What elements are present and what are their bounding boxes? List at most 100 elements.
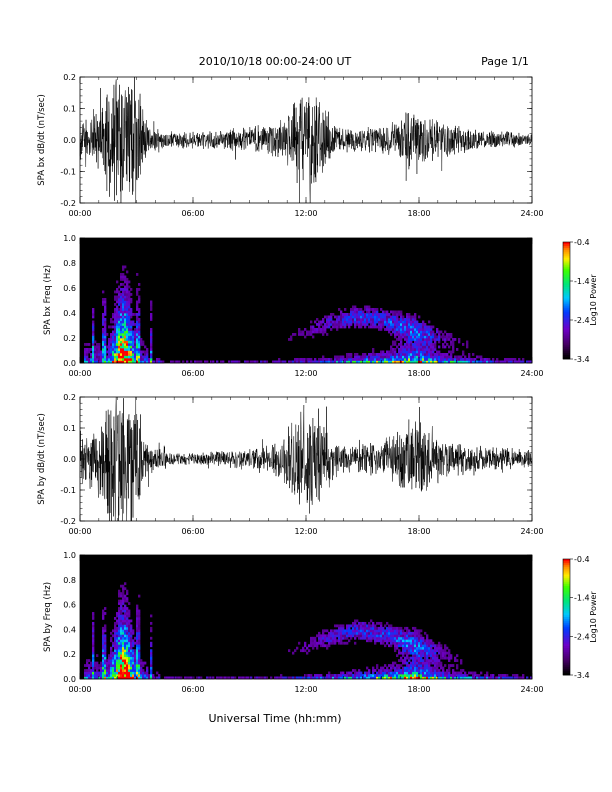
spectrogram-cell [120, 617, 123, 620]
spectrogram-cell [128, 285, 131, 289]
spectrogram-cell [122, 283, 125, 286]
spectrogram-cell [152, 360, 155, 364]
spectrogram-cell [422, 639, 425, 643]
spectrogram-cell [128, 641, 131, 645]
y-tick-label: 0.0 [63, 455, 76, 464]
spectrogram-cell [382, 676, 385, 680]
spectrogram-cell [364, 626, 367, 630]
spectrogram-cell [396, 644, 399, 648]
spectrogram-cell [400, 358, 403, 361]
spectrogram-cell [416, 661, 419, 665]
spectrogram-cell [410, 664, 413, 667]
spectrogram-cell [136, 619, 139, 623]
spectrogram-cell [356, 320, 359, 324]
spectrogram-cell [404, 669, 407, 672]
spectrogram-cell [138, 617, 141, 620]
spectrogram-cell [128, 338, 131, 341]
spectrogram-cell [418, 669, 421, 672]
spectrogram-cell [370, 624, 373, 628]
spectrogram-cell [362, 360, 365, 364]
spectrogram-cell [138, 310, 141, 314]
spectrogram-cell [396, 641, 399, 645]
spectrogram-cell [404, 348, 407, 351]
spectrogram-cell [328, 641, 331, 645]
spectrogram-cell [114, 298, 117, 301]
spectrogram-cell [430, 345, 433, 349]
spectrogram-cell [350, 355, 353, 359]
spectrogram-cell [126, 621, 129, 625]
spectrogram-cell [370, 636, 373, 640]
spectrogram-cell [336, 318, 339, 321]
spectrogram-cell [392, 343, 395, 346]
spectrogram-cell [412, 641, 415, 645]
spectrogram-cell [408, 671, 411, 675]
spectrogram-cell [98, 350, 101, 354]
spectrogram-cell [104, 313, 107, 316]
spectrogram-cell [136, 308, 139, 311]
spectrogram-cell [332, 639, 335, 643]
spectrogram-cell [112, 654, 115, 658]
spectrogram-cell [114, 636, 117, 640]
spectrogram-cell [126, 634, 129, 638]
spectrogram-cell [122, 609, 125, 613]
colorbar-segment [563, 306, 570, 309]
spectrogram-cell [496, 360, 499, 364]
spectrogram-cell [368, 355, 371, 359]
spectrogram-cell [426, 343, 429, 346]
spectrogram-cell [404, 661, 407, 665]
spectrogram-cell [320, 674, 323, 677]
spectrogram-cell [340, 634, 343, 638]
spectrogram-cell [462, 669, 465, 672]
spectrogram-cell [474, 674, 477, 677]
spectrogram-cell [122, 303, 125, 306]
spectrogram-cell [394, 315, 397, 319]
spectrogram-cell [118, 607, 121, 610]
by-colorbar-label: Log10 Power [589, 591, 598, 643]
spectrogram-cell [412, 318, 415, 321]
spectrogram-cell [442, 669, 445, 672]
spectrogram-cell [442, 654, 445, 658]
spectrogram-cell [190, 360, 193, 364]
spectrogram-cell [124, 335, 127, 339]
spectrogram-cell [242, 676, 245, 680]
spectrogram-cell [126, 353, 129, 356]
spectrogram-cell [132, 358, 135, 361]
spectrogram-cell [104, 318, 107, 321]
spectrogram-cell [428, 639, 431, 643]
spectrogram-cell [310, 639, 313, 643]
spectrogram-cell [130, 661, 133, 665]
spectrogram-cell [128, 315, 131, 319]
spectrogram-cell [440, 651, 443, 655]
spectrogram-cell [436, 353, 439, 356]
spectrogram-cell [362, 358, 365, 361]
spectrogram-cell [120, 594, 123, 598]
spectrogram-cell [436, 328, 439, 331]
spectrogram-cell [360, 626, 363, 630]
x-tick-label: 12:00 [294, 527, 317, 536]
spectrogram-cell [388, 636, 391, 640]
spectrogram-cell [90, 676, 93, 680]
spectrogram-cell [136, 335, 139, 339]
spectrogram-cell [122, 636, 125, 640]
spectrogram-cell [406, 654, 409, 658]
spectrogram-cell [128, 325, 131, 329]
spectrogram-cell [344, 629, 347, 633]
spectrogram-cell [464, 676, 467, 680]
spectrogram-cell [378, 313, 381, 316]
spectrogram-cell [124, 295, 127, 299]
spectrogram-cell [424, 666, 427, 670]
spectrogram-cell [398, 641, 401, 645]
spectrogram-cell [378, 325, 381, 329]
spectrogram-cell [388, 626, 391, 630]
spectrogram-cell [328, 631, 331, 635]
spectrogram-cell [392, 661, 395, 665]
spectrogram-cell [492, 676, 495, 680]
spectrogram-cell [384, 355, 387, 359]
spectrogram-cell [376, 358, 379, 361]
spectrogram-cell [410, 631, 413, 635]
spectrogram-cell [134, 664, 137, 667]
spectrogram-cell [420, 338, 423, 341]
spectrogram-cell [366, 313, 369, 316]
spectrogram-cell [444, 656, 447, 660]
spectrogram-cell [384, 624, 387, 628]
